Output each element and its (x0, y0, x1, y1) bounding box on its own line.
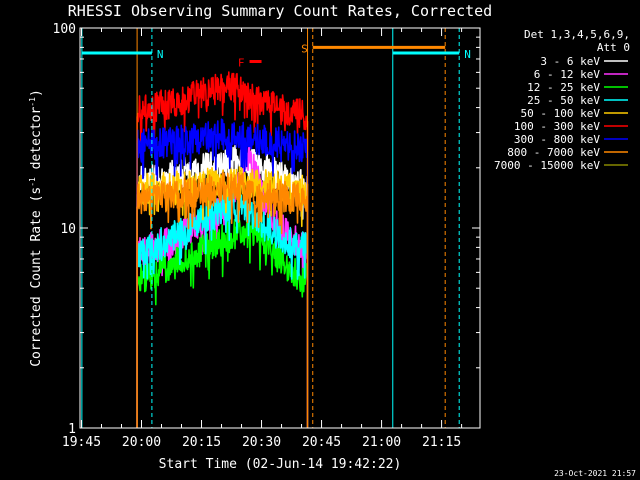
x-tick-label: 21:15 (422, 435, 461, 450)
y-axis-label-exponent: -1 (28, 177, 37, 187)
legend-entry-label: 800 - 7000 keV (507, 146, 600, 159)
x-tick-label: 20:30 (242, 435, 281, 450)
series-layer (136, 71, 309, 428)
y-axis-label-exponent: -1 (28, 97, 37, 107)
y-tick-label: 10 (60, 222, 76, 237)
legend-entry-label: 50 - 100 keV (521, 107, 601, 120)
series-line-2 (136, 216, 309, 428)
y-tick-label: 100 (53, 22, 76, 37)
legend-entry-label: 3 - 6 keV (540, 55, 600, 68)
legend-entry-label: 300 - 800 keV (514, 133, 600, 146)
flag-label-n: N (157, 48, 164, 61)
x-tick-label: 20:45 (302, 435, 341, 450)
x-tick-label: 20:15 (182, 435, 221, 450)
y-axis-label: Corrected Count Rate (s-1 detector-1) (28, 89, 44, 367)
x-axis-label: Start Time (02-Jun-14 19:42:22) (159, 457, 402, 472)
y-tick-label: 1 (68, 422, 76, 437)
flag-label-f: F (238, 56, 245, 69)
flag-label-n: N (464, 48, 471, 61)
x-tick-label: 20:00 (122, 435, 161, 450)
x-tick-label: 19:45 (62, 435, 101, 450)
flag-label-s: S (301, 42, 308, 55)
legend-entry-label: 25 - 50 keV (527, 94, 600, 107)
axis-layer: 19:45 20:00 20:15 20:30 20:45 21:00 21:15 1 10 10… (53, 22, 480, 450)
series-line-7 (136, 171, 309, 428)
series-line-0 (136, 145, 309, 428)
series-line-3 (136, 190, 309, 428)
legend-entry-label: 7000 - 15000 keV (494, 159, 600, 172)
chart-title: RHESSI Observing Summary Count Rates, Co… (68, 2, 492, 20)
legend-entry-label: 100 - 300 keV (514, 120, 600, 133)
legend-entry-label: 12 - 25 keV (527, 81, 600, 94)
x-tick-label: 21:00 (362, 435, 401, 450)
y-axis-label-part: Corrected Count Rate (s (29, 187, 44, 367)
legend-entry-label: 6 - 12 keV (534, 68, 601, 81)
y-axis-label-part: detector (29, 107, 44, 178)
legend-header-detectors: Det 1,3,4,5,6,9, (524, 28, 630, 41)
legend-header-attenuator: Att 0 (597, 41, 630, 54)
series-line-6 (136, 118, 309, 428)
series-line-5 (136, 71, 309, 428)
generated-timestamp: 23-Oct-2021 21:57 (554, 469, 636, 478)
y-axis-label-part: ) (29, 89, 44, 97)
marker-layer: N N S F (81, 28, 471, 428)
